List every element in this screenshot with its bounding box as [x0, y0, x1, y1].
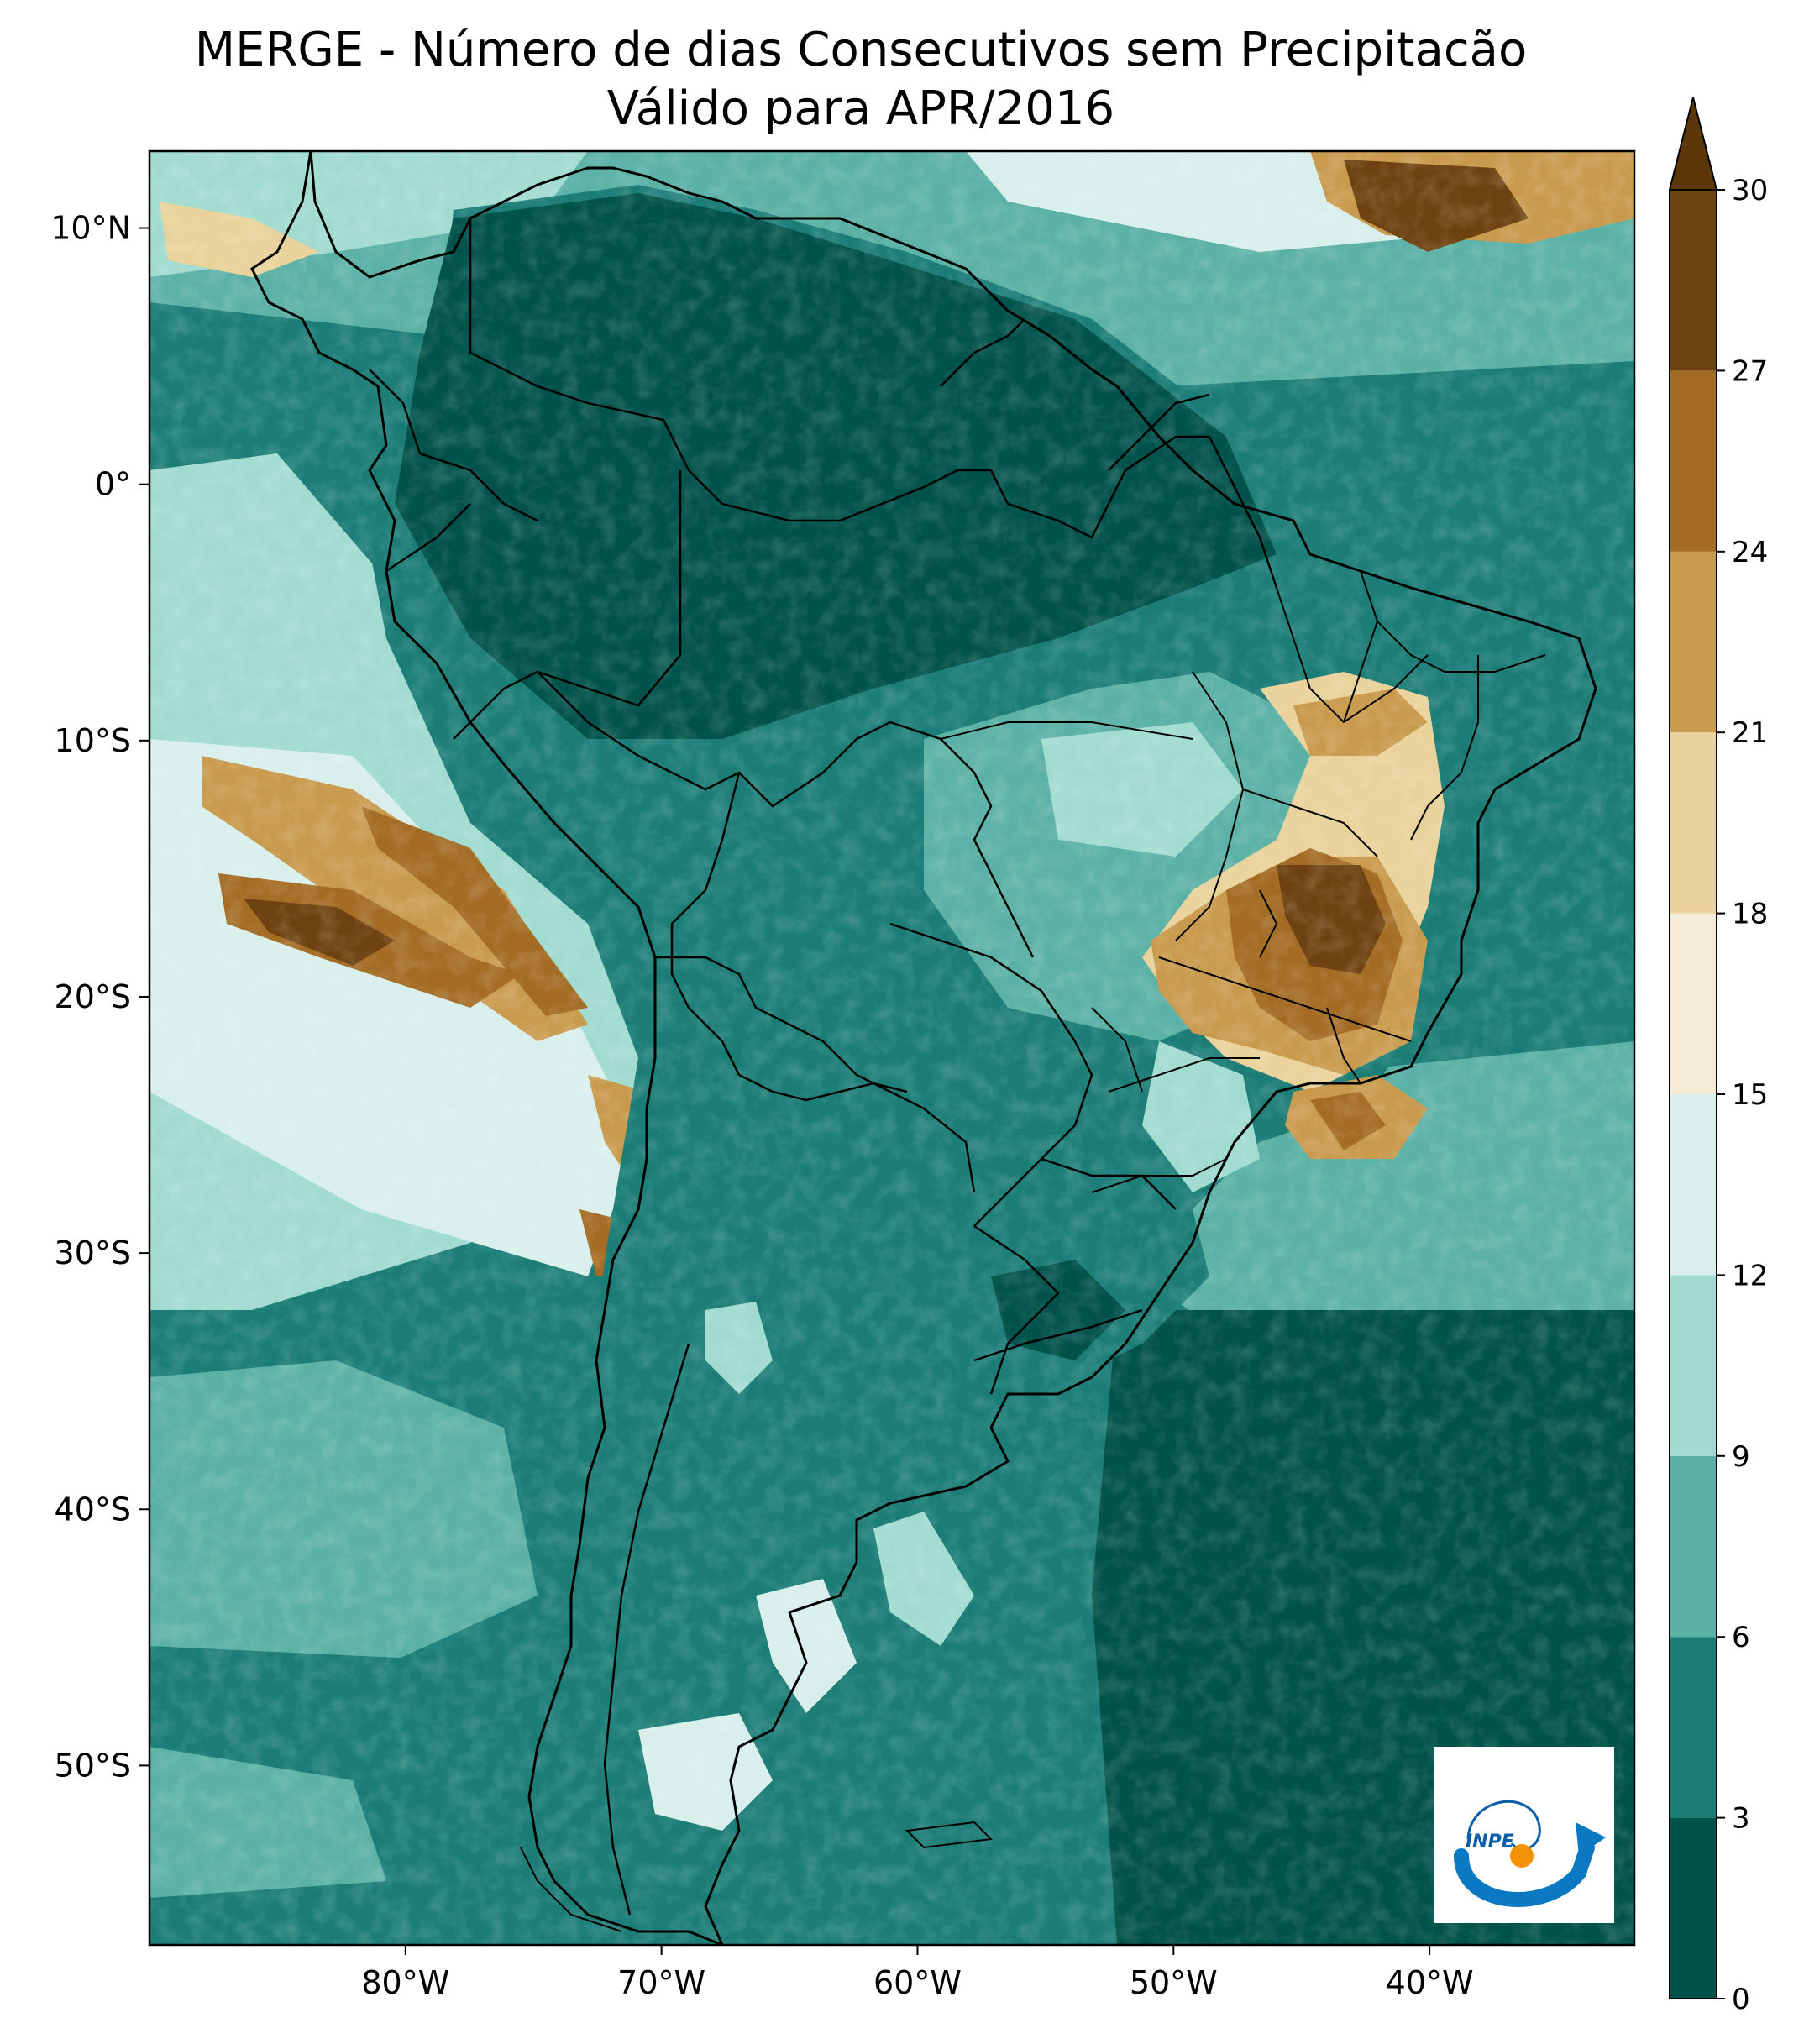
map-frame [148, 149, 1636, 1947]
colorbar-tick-label: 24 [1732, 536, 1768, 569]
colorbar-extend-arrow [1668, 97, 1718, 191]
colorbar-tick-label: 15 [1732, 1078, 1768, 1112]
state-borders [940, 570, 1546, 1193]
colorbar-tick-label: 9 [1732, 1440, 1750, 1474]
colorbar-bin [1670, 190, 1717, 371]
lat-tick-label: 30°S [55, 1234, 131, 1271]
coastline [250, 151, 1597, 1945]
country-borders [369, 218, 1278, 1916]
logo-text: INPE [1466, 1832, 1514, 1853]
colorbar-tick-label: 30 [1732, 174, 1768, 207]
lat-tick-label: 10°N [50, 210, 131, 247]
colorbar-tick-label: 6 [1732, 1621, 1750, 1654]
lon-tick-label: 60°W [873, 1964, 962, 2001]
map-title: MERGE - Número de dias Consecutivos sem … [194, 23, 1528, 77]
colorbar-bin [1670, 732, 1717, 914]
colorbar-tick-label: 3 [1732, 1802, 1750, 1836]
lon-tick-label: 80°W [361, 1964, 449, 2001]
colorbar-bin [1670, 1817, 1717, 1999]
lat-tick-label: 10°S [55, 722, 131, 759]
lon-tick-label: 50°W [1130, 1964, 1218, 2001]
colorbar-bin [1670, 370, 1717, 552]
map-axes: 80°W 70°W 60°W 50°W 40°W 10°N 0° 10°S 20°S 30°S 40… [50, 210, 1473, 2001]
lat-tick-label: 50°S [55, 1747, 131, 1784]
colorbar-bin [1670, 1455, 1717, 1638]
lat-tick-label: 20°S [55, 978, 131, 1015]
colorbar-tick-label: 21 [1732, 716, 1768, 750]
colorbar: 0 3 6 9 12 15 18 21 24 27 30 [1668, 97, 1768, 2016]
lon-tick-label: 40°W [1386, 1964, 1474, 2001]
inpe-logo: INPE [1434, 1747, 1614, 1923]
colorbar-tick-label: 0 [1732, 1983, 1750, 2016]
lon-tick-label: 70°W [617, 1964, 705, 2001]
lat-tick-label: 0° [95, 466, 131, 503]
map-subtitle: Válido para APR/2016 [606, 81, 1115, 136]
colorbar-bin [1670, 551, 1717, 733]
colorbar-tick-label: 12 [1732, 1259, 1768, 1292]
colorbar-bin [1670, 1637, 1717, 1818]
colorbar-bin [1670, 913, 1717, 1094]
colorbar-tick-label: 18 [1732, 898, 1768, 931]
colorbar-bin [1670, 1094, 1717, 1276]
lat-tick-label: 40°S [55, 1491, 131, 1528]
precipitation-field [149, 151, 1634, 1945]
colorbar-bin [1670, 1275, 1717, 1456]
colorbar-tick-label: 27 [1732, 354, 1768, 388]
